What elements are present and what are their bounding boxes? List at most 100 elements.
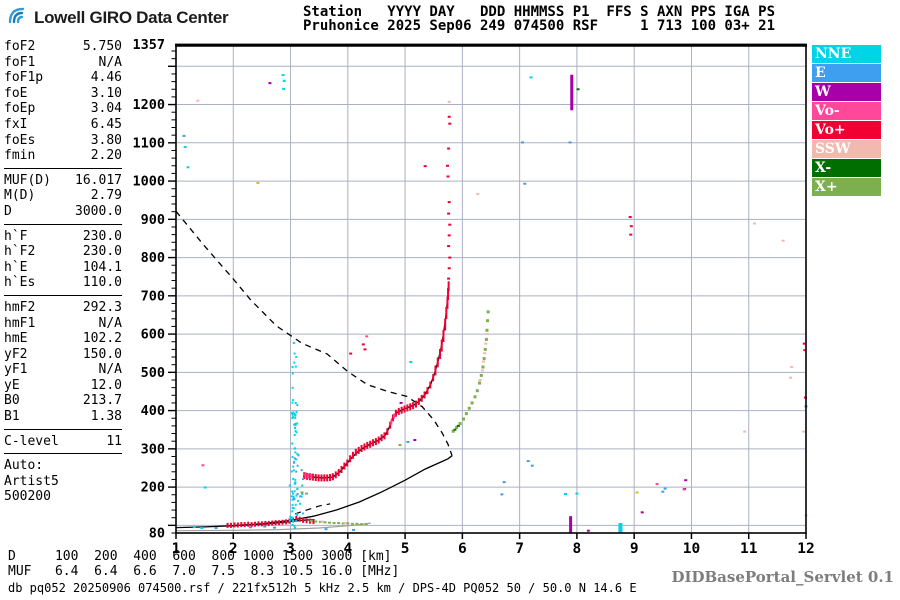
param-row: foF1p 4.46 [4,70,122,86]
param-value: 213.7 [82,393,122,409]
param-value: 2.20 [90,148,122,164]
servlet-version-label: DIDBasePortal_Servlet 0.1 [671,568,894,586]
brand-header: Lowell GIRO Data Center [8,6,229,30]
param-value: 4.46 [90,70,122,86]
param-row: fmin 2.20 [4,148,122,164]
param-label: M(D) [4,188,36,204]
param-value: 102.2 [82,331,122,347]
separator [4,223,122,225]
param-label: fmin [4,148,36,164]
param-value: 230.0 [82,228,122,244]
param-label: MUF(D) [4,172,51,188]
separator [4,294,122,296]
param-label: foF1p [4,70,44,86]
param-label: foF2 [4,39,36,54]
legend-item-w[interactable]: W [812,83,881,101]
param-value: 1.38 [90,409,122,425]
param-value: 110.0 [82,275,122,291]
echo-type-legend: NNE E W Vo- Vo+ SSW X- X+ [812,45,881,197]
param-label: foE [4,85,28,101]
param-value: 5.750 [82,39,122,54]
svg-text:900: 900 [141,212,165,228]
param-row: foEs 3.80 [4,133,122,149]
param-label: foF1 [4,54,36,70]
svg-text:9: 9 [630,541,639,557]
svg-text:200: 200 [141,480,165,496]
param-row: h`F 230.0 [4,229,122,245]
param-value: 6.45 [90,116,122,132]
param-row: C-level 11 [4,434,122,450]
param-row: h`F2 230.0 [4,244,122,260]
svg-text:1200: 1200 [132,97,165,113]
legend-item-ssw[interactable]: SSW [812,140,881,158]
param-label: yF1 [4,362,28,378]
param-value: 3.04 [90,101,122,117]
param-row: D 3000.0 [4,204,122,220]
giro-logo-icon [8,6,30,30]
param-label: C-level [4,433,59,449]
param-label: yE [4,377,20,393]
autoscaler-line: Artist5 [4,473,59,489]
param-row: foF1 N/A [4,55,122,71]
param-label: fxI [4,116,28,132]
svg-text:1357: 1357 [132,37,165,53]
param-row: foE 3.10 [4,86,122,102]
param-label: h`E [4,259,28,275]
param-value: 230.0 [82,244,122,260]
param-row: MUF(D) 16.017 [4,173,122,189]
autoscaler-line: 500200 [4,489,51,505]
legend-item-nne[interactable]: NNE [812,45,881,63]
param-value: 12.0 [90,377,122,393]
legend-item-vo[interactable]: Vo- [812,102,881,120]
legend-item-e[interactable]: E [812,64,881,82]
svg-text:600: 600 [141,327,165,343]
svg-text:300: 300 [141,441,165,457]
legend-item-x[interactable]: X+ [812,178,881,196]
param-label: h`Es [4,275,36,291]
param-value: 3.10 [90,85,122,101]
param-label: h`F [4,228,28,244]
separator [4,167,122,169]
svg-text:12: 12 [797,541,814,557]
separator [4,453,122,455]
separator [4,428,122,430]
autoscaler-line: Auto: [4,458,44,474]
param-label: B0 [4,393,20,409]
param-row: hmF2 292.3 [4,300,122,316]
legend-item-x[interactable]: X- [812,159,881,177]
param-value: N/A [98,315,122,331]
param-value: 2.79 [90,188,122,204]
param-value: N/A [98,362,122,378]
param-row: B1 1.38 [4,409,122,425]
param-label: hmE [4,331,28,347]
svg-text:400: 400 [141,403,165,419]
param-row: fxI 6.45 [4,117,122,133]
svg-text:1000: 1000 [132,174,165,190]
param-row: hmF1 N/A [4,316,122,332]
param-value: 292.3 [82,299,122,315]
svg-text:1100: 1100 [132,135,165,151]
param-value: N/A [98,54,122,70]
svg-text:700: 700 [141,288,165,304]
legend-item-vo[interactable]: Vo+ [812,121,881,139]
status-line: db pq052 20250906 074500.rsf / 221fx512h… [8,581,637,595]
muf-table: D 100 200 400 600 800 1000 1500 3000 [km… [8,549,400,579]
param-row: foF2 5.750 [4,39,122,55]
param-value: 16.017 [75,172,122,188]
param-row: h`Es 110.0 [4,275,122,291]
param-row: foEp 3.04 [4,101,122,117]
param-row: M(D) 2.79 [4,188,122,204]
param-label: foEp [4,101,36,117]
param-label: hmF2 [4,299,36,315]
svg-text:800: 800 [141,250,165,266]
param-row: hmE 102.2 [4,331,122,347]
param-label: D [4,203,12,219]
param-value: 3.80 [90,132,122,148]
param-row: yF1 N/A [4,362,122,378]
svg-text:500: 500 [141,365,165,381]
parameter-panel: foF2 5.750 foF1 N/A foF1p 4.46 foE 3.10 foEp 3.04… [4,39,122,505]
svg-text:5: 5 [401,541,410,557]
param-row: B0 213.7 [4,393,122,409]
